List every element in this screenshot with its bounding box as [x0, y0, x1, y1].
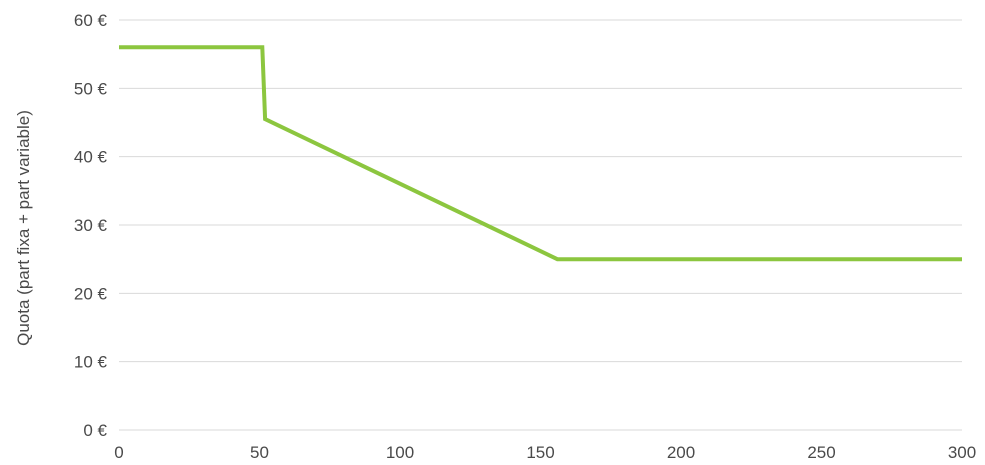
- y-tick-label: 0 €: [83, 421, 107, 440]
- y-tick-label: 60 €: [74, 11, 108, 30]
- y-axis-ticks: 0 € 10 € 20 € 30 € 40 € 50 € 60 €: [74, 11, 108, 440]
- y-tick-label: 50 €: [74, 79, 108, 98]
- series-line: [119, 45, 962, 262]
- x-tick-label: 300: [948, 443, 976, 462]
- y-tick-label: 30 €: [74, 216, 108, 235]
- y-tick-label: 20 €: [74, 284, 108, 303]
- x-tick-label: 0: [114, 443, 123, 462]
- x-tick-label: 50: [250, 443, 269, 462]
- y-tick-label: 10 €: [74, 353, 108, 372]
- x-axis-ticks: 0 50 100 150 200 250 300: [114, 443, 976, 462]
- grid: [119, 19, 962, 431]
- y-axis-title: Quota (part fixa + part variable): [14, 110, 33, 346]
- x-tick-label: 100: [386, 443, 414, 462]
- x-tick-label: 150: [526, 443, 554, 462]
- y-tick-label: 40 €: [74, 148, 108, 167]
- x-tick-label: 250: [807, 443, 835, 462]
- x-tick-label: 200: [667, 443, 695, 462]
- series: [119, 45, 962, 262]
